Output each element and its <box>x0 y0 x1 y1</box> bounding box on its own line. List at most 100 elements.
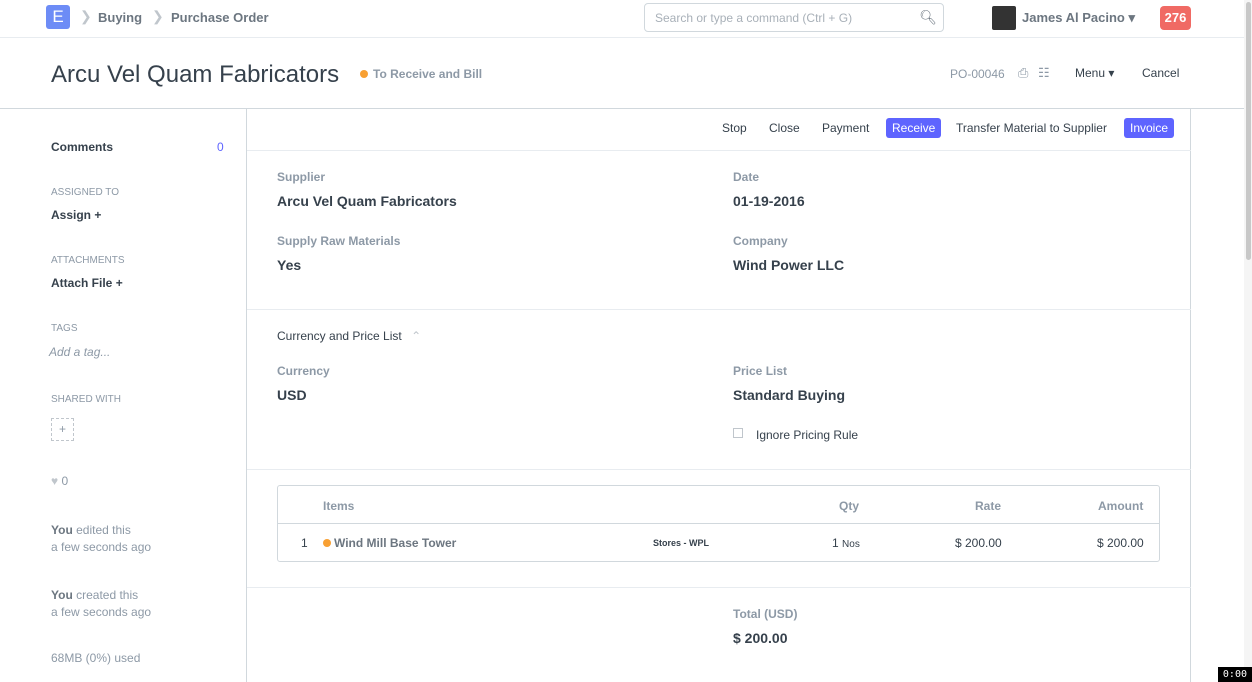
activity-time: a few seconds ago <box>51 605 152 619</box>
divider <box>247 469 1191 470</box>
company-label: Company <box>733 234 788 248</box>
grid-icon[interactable]: ☷ <box>1038 65 1050 80</box>
comments-link[interactable]: Comments <box>51 140 114 154</box>
supply-raw-label: Supply Raw Materials <box>277 234 401 248</box>
item-warehouse: Stores - WPL <box>653 538 710 548</box>
status-indicator: To Receive and Bill <box>360 67 482 81</box>
price-list-value[interactable]: Standard Buying <box>733 387 846 403</box>
item-rate: $ 200.00 <box>955 536 1002 550</box>
assign-label: Assign <box>51 208 92 222</box>
activity-item: You created this a few seconds ago <box>51 587 151 621</box>
chevron-right-icon: ❯ <box>80 8 92 24</box>
supplier-label: Supplier <box>277 170 326 184</box>
user-name: James Al Pacino <box>1022 10 1125 25</box>
activity-item: You edited this a few seconds ago <box>51 522 151 556</box>
supplier-value[interactable]: Arcu Vel Quam Fabricators <box>277 193 457 209</box>
item-name[interactable]: Wind Mill Base Tower <box>334 536 457 550</box>
status-dot-icon <box>360 70 368 78</box>
attach-file-label: Attach File <box>51 276 113 290</box>
status-dot-icon <box>323 539 331 547</box>
navbar: E ❯ Buying ❯ Purchase Order Search or ty… <box>0 0 1244 38</box>
like-button[interactable]: ♥ 0 <box>51 474 68 488</box>
attach-file-button[interactable]: Attach File + <box>51 276 123 290</box>
search-icon: 🔍︎ <box>919 9 937 25</box>
search-input[interactable]: Search or type a command (Ctrl + G) 🔍︎ <box>644 3 944 32</box>
item-qty: 1 <box>832 536 839 550</box>
currency-value[interactable]: USD <box>277 387 307 403</box>
storage-usage: 68MB (0%) used <box>51 651 141 665</box>
activity-action: edited this <box>72 523 131 537</box>
activity-who: You <box>51 588 73 602</box>
row-index: 1 <box>301 536 308 550</box>
ignore-pricing-label: Ignore Pricing Rule <box>756 428 859 442</box>
shared-with-label: Shared With <box>51 394 121 405</box>
search-placeholder: Search or type a command (Ctrl + G) <box>655 11 853 25</box>
breadcrumb-buying[interactable]: Buying <box>98 10 143 25</box>
avatar[interactable] <box>992 6 1016 30</box>
date-value[interactable]: 01-19-2016 <box>733 193 805 209</box>
chevron-right-icon: ❯ <box>152 8 164 24</box>
caret-down-icon: ▾ <box>1128 10 1136 25</box>
plus-icon: + <box>94 208 102 222</box>
col-qty: Qty <box>839 499 860 513</box>
close-button[interactable]: Close <box>769 121 800 135</box>
items-table: Items Qty Rate Amount 1 Wind Mill Base T… <box>277 485 1160 562</box>
like-count: 0 <box>61 474 69 488</box>
status-text: To Receive and Bill <box>373 67 483 81</box>
total-value: $ 200.00 <box>733 630 788 646</box>
heart-icon: ♥ <box>51 474 59 488</box>
payment-button[interactable]: Payment <box>822 121 870 135</box>
price-list-label: Price List <box>733 364 788 378</box>
col-items: Items <box>323 499 355 513</box>
add-share-button[interactable]: + <box>51 418 74 441</box>
activity-time: a few seconds ago <box>51 540 152 554</box>
doc-id: PO-00046 <box>950 67 1005 81</box>
notifications-badge[interactable]: 276 <box>1160 6 1191 30</box>
receive-button[interactable]: Receive <box>886 118 942 138</box>
divider <box>247 150 1191 151</box>
invoice-button[interactable]: Invoice <box>1124 118 1175 138</box>
menu-dropdown[interactable]: Menu ▾ <box>1075 66 1114 80</box>
company-value[interactable]: Wind Power LLC <box>733 257 845 273</box>
assign-button[interactable]: Assign + <box>51 208 101 222</box>
page-header: Arcu Vel Quam Fabricators To Receive and… <box>0 39 1244 109</box>
sidebar: Comments 0 Assigned To Assign + Attachme… <box>0 109 247 682</box>
chevron-up-icon: ⌃ <box>411 329 422 343</box>
supply-raw-value[interactable]: Yes <box>277 257 302 273</box>
scrollbar[interactable] <box>1244 0 1252 682</box>
page-title: Arcu Vel Quam Fabricators <box>51 61 340 88</box>
print-icon[interactable]: ⎙ <box>1018 65 1029 80</box>
app-logo[interactable]: E <box>46 5 70 29</box>
divider <box>247 587 1191 588</box>
section-title: Currency and Price List <box>277 329 402 343</box>
tags-label: Tags <box>51 323 78 334</box>
breadcrumb-purchase-order[interactable]: Purchase Order <box>171 10 269 25</box>
plus-icon: + <box>115 276 123 290</box>
assigned-to-label: Assigned To <box>51 187 119 198</box>
date-label: Date <box>733 170 760 184</box>
currency-section-toggle[interactable]: Currency and Price List ⌃ <box>277 329 421 343</box>
stop-button[interactable]: Stop <box>722 121 747 135</box>
currency-label: Currency <box>277 364 330 378</box>
add-tag-input[interactable]: Add a tag... <box>49 345 111 359</box>
item-uom: Nos <box>842 539 860 550</box>
item-amount: $ 200.00 <box>1097 536 1144 550</box>
user-menu[interactable]: James Al Pacino ▾ <box>1022 10 1135 26</box>
form-main: Stop Close Payment Receive Transfer Mate… <box>247 109 1191 682</box>
timer: 0:00 <box>1217 667 1252 682</box>
divider <box>247 309 1191 310</box>
activity-who: You <box>51 523 73 537</box>
caret-down-icon: ▾ <box>1108 66 1115 80</box>
menu-label: Menu <box>1075 66 1106 80</box>
divider <box>278 523 1159 524</box>
cancel-button[interactable]: Cancel <box>1142 66 1180 80</box>
col-rate: Rate <box>975 499 1002 513</box>
transfer-material-button[interactable]: Transfer Material to Supplier <box>956 121 1107 135</box>
ignore-pricing-checkbox[interactable] <box>733 428 743 438</box>
total-label: Total (USD) <box>733 607 798 621</box>
attachments-label: Attachments <box>51 255 125 266</box>
col-amount: Amount <box>1098 499 1144 513</box>
activity-action: created this <box>72 588 139 602</box>
scrollbar-thumb[interactable] <box>1246 2 1251 260</box>
comments-count: 0 <box>217 140 224 154</box>
